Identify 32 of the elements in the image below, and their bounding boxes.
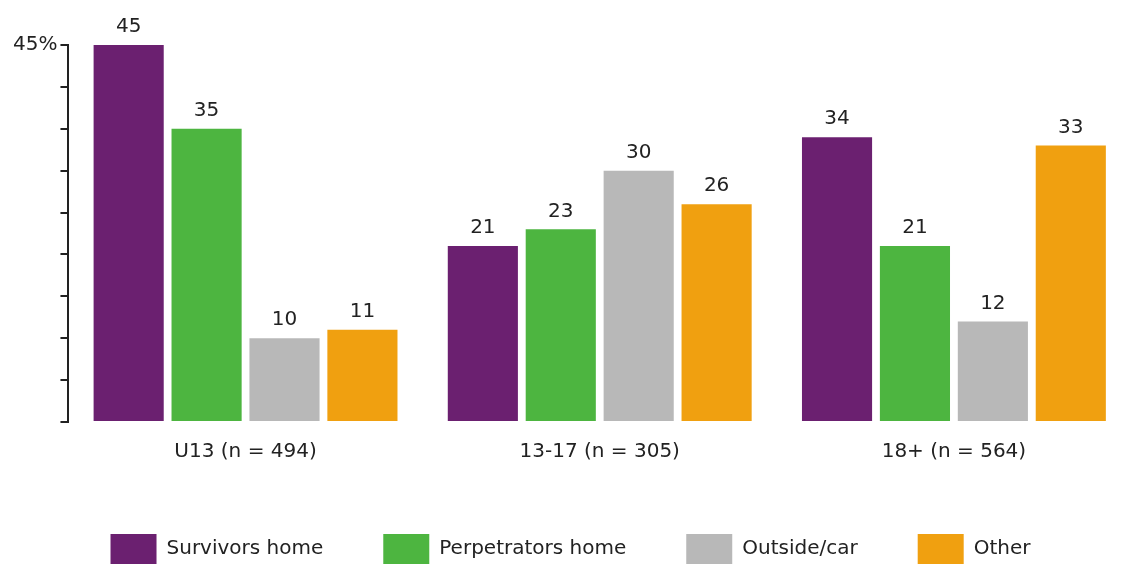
bar xyxy=(957,321,1028,421)
bar xyxy=(525,229,596,421)
data-label: 35 xyxy=(193,96,220,121)
data-label: 12 xyxy=(980,289,1006,314)
data-label: 21 xyxy=(470,214,496,239)
bar xyxy=(327,329,398,421)
x-tick-label: U13 (n = 494) xyxy=(174,438,317,463)
bar xyxy=(801,137,873,421)
data-label: 10 xyxy=(271,306,298,331)
bar xyxy=(681,204,752,421)
bar xyxy=(603,170,674,421)
bar xyxy=(447,246,518,421)
bar xyxy=(879,246,951,421)
data-label: 21 xyxy=(902,214,928,239)
data-label: 11 xyxy=(349,298,376,323)
data-label: 26 xyxy=(703,172,730,197)
data-label: 34 xyxy=(824,105,850,130)
legend-label: Other xyxy=(973,535,1032,560)
data-label: 33 xyxy=(1058,113,1084,138)
legend-label: Outside/car xyxy=(742,535,859,560)
bar xyxy=(249,338,320,421)
legend-label: Survivors home xyxy=(166,535,324,560)
legend-label: Perpetrators home xyxy=(439,535,627,560)
bar xyxy=(171,128,242,421)
x-tick-label: 18+ (n = 564) xyxy=(881,438,1027,463)
data-label: 30 xyxy=(625,138,652,163)
y-tick-label: 45% xyxy=(13,31,58,56)
data-label: 45 xyxy=(115,13,142,38)
bar xyxy=(93,45,164,421)
bar xyxy=(1035,145,1106,421)
x-tick-label: 13-17 (n = 305) xyxy=(519,438,680,463)
data-label: 23 xyxy=(548,197,574,222)
